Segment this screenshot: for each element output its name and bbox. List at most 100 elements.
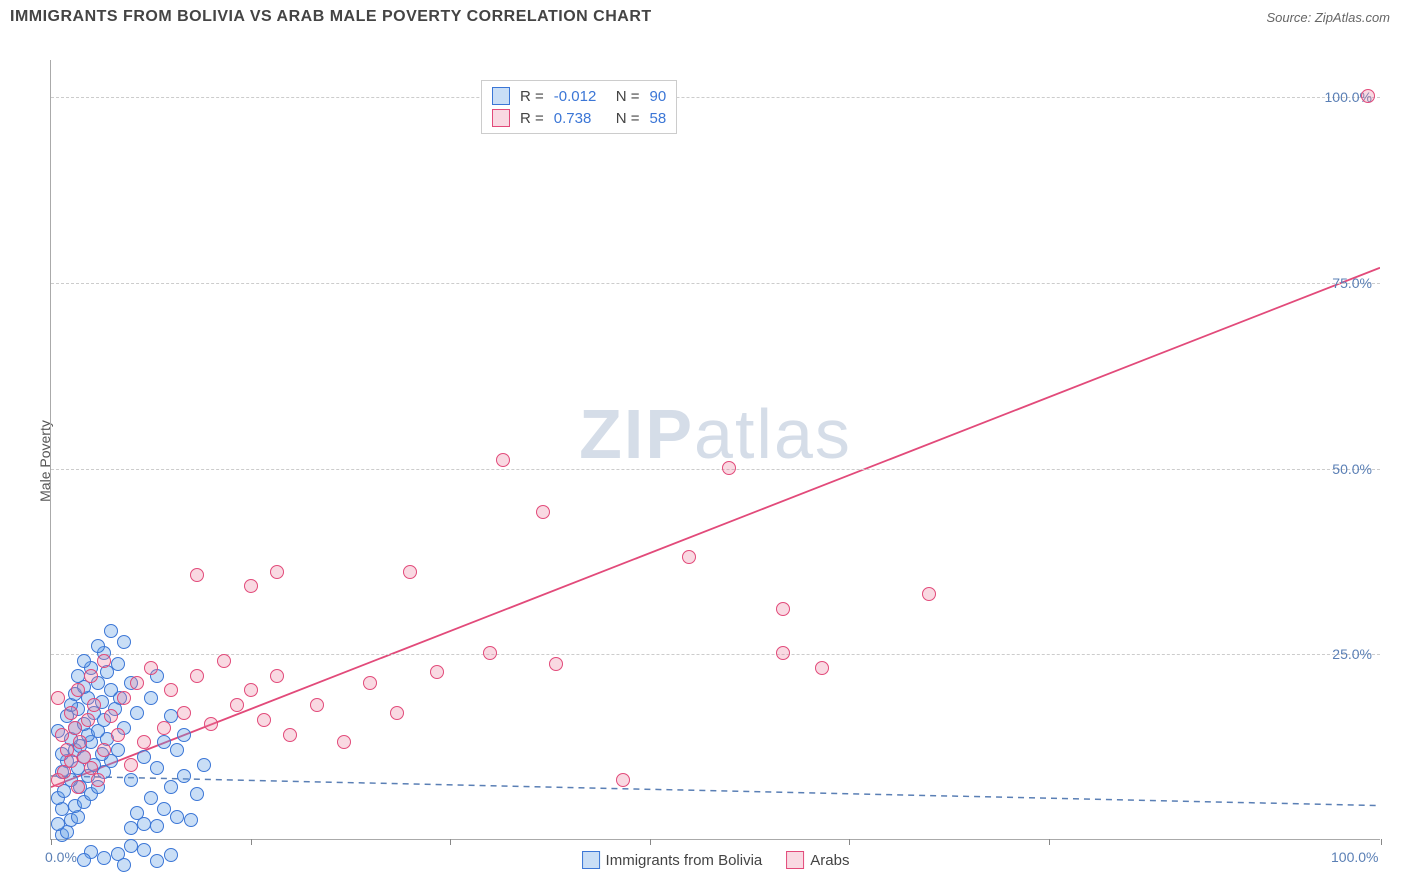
scatter-point [184,813,198,827]
scatter-point [177,769,191,783]
scatter-point [137,750,151,764]
watermark-rest: atlas [694,395,852,473]
scatter-point [549,657,563,671]
scatter-point [363,676,377,690]
scatter-point [164,683,178,697]
trend-line [51,268,1380,787]
scatter-point [722,461,736,475]
scatter-point [177,728,191,742]
legend-item: Immigrants from Bolivia [582,851,763,869]
x-tick [849,839,850,845]
scatter-point [197,758,211,772]
scatter-point [776,602,790,616]
legend-row: R =-0.012N =90 [492,85,666,107]
y-tick-label: 75.0% [1332,275,1372,291]
scatter-point [270,565,284,579]
scatter-point [77,853,91,867]
x-tick [251,839,252,845]
scatter-point [124,758,138,772]
legend-label: Arabs [810,852,849,869]
n-label: N = [616,88,640,105]
scatter-point [117,635,131,649]
scatter-point [104,624,118,638]
gridline [51,283,1380,284]
legend-correlation: R =-0.012N =90R =0.738N =58 [481,80,677,134]
scatter-point [137,843,151,857]
scatter-point [104,709,118,723]
scatter-point [51,691,65,705]
r-label: R = [520,88,544,105]
header: IMMIGRANTS FROM BOLIVIA VS ARAB MALE POV… [0,0,1406,30]
scatter-point [190,568,204,582]
scatter-point [137,735,151,749]
scatter-point [97,654,111,668]
scatter-point [170,810,184,824]
n-label: N = [616,110,640,127]
scatter-point [170,743,184,757]
scatter-point [164,780,178,794]
r-value: -0.012 [554,88,606,105]
scatter-point [124,839,138,853]
scatter-point [190,669,204,683]
gridline [51,654,1380,655]
scatter-point [51,817,65,831]
legend-swatch [582,851,600,869]
scatter-point [310,698,324,712]
watermark: ZIPatlas [579,394,852,474]
legend-swatch [492,109,510,127]
legend-swatch [492,87,510,105]
scatter-point [217,654,231,668]
y-tick-label: 25.0% [1332,646,1372,662]
y-tick-label: 50.0% [1332,461,1372,477]
trend-lines [51,60,1380,839]
scatter-point [496,453,510,467]
scatter-point [1361,89,1375,103]
scatter-point [164,848,178,862]
scatter-point [144,661,158,675]
scatter-point [157,721,171,735]
scatter-point [71,669,85,683]
scatter-point [130,676,144,690]
n-value: 58 [650,110,667,127]
x-tick [1049,839,1050,845]
scatter-point [117,691,131,705]
r-value: 0.738 [554,110,606,127]
scatter-point [71,683,85,697]
scatter-point [117,858,131,872]
scatter-point [150,819,164,833]
scatter-point [403,565,417,579]
source-label: Source: ZipAtlas.com [1266,10,1390,25]
scatter-point [430,665,444,679]
trend-line [51,776,1380,806]
scatter-point [682,550,696,564]
scatter-point [104,683,118,697]
scatter-point [91,773,105,787]
x-tick [51,839,52,845]
scatter-point [144,691,158,705]
scatter-point [190,787,204,801]
scatter-point [71,780,85,794]
legend-item: Arabs [786,851,849,869]
legend-row: R =0.738N =58 [492,107,666,129]
scatter-point [204,717,218,731]
scatter-point [130,706,144,720]
scatter-point [97,851,111,865]
scatter-point [111,743,125,757]
scatter-point [130,806,144,820]
legend-swatch [786,851,804,869]
chart-title: IMMIGRANTS FROM BOLIVIA VS ARAB MALE POV… [10,8,652,26]
scatter-point [111,657,125,671]
x-tick [450,839,451,845]
x-tick-label: 100.0% [1331,849,1378,865]
gridline [51,469,1380,470]
scatter-point [124,821,138,835]
scatter-point [536,505,550,519]
scatter-point [150,761,164,775]
scatter-point [68,721,82,735]
scatter-point [144,791,158,805]
scatter-point [60,743,74,757]
scatter-point [270,669,284,683]
watermark-bold: ZIP [579,395,694,473]
scatter-point [77,654,91,668]
scatter-point [157,802,171,816]
